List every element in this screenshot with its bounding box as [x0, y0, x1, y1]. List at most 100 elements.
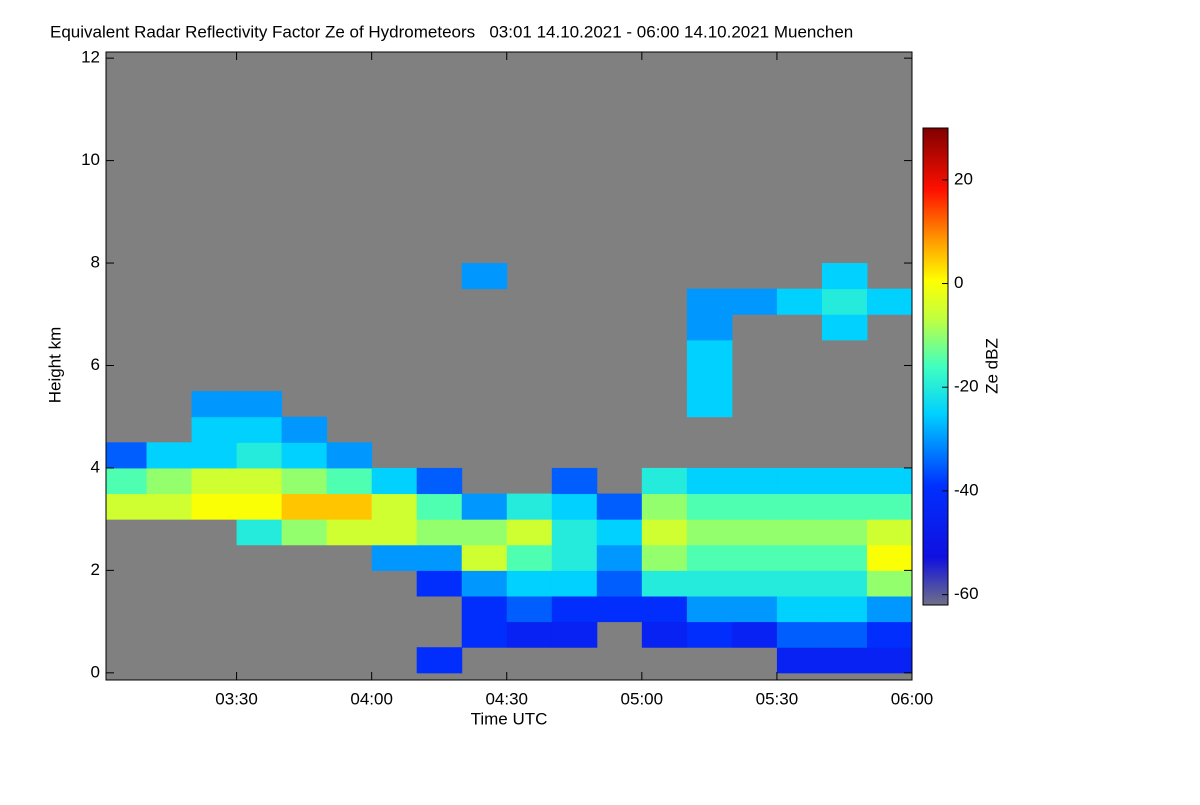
heat-cell	[461, 519, 508, 546]
heat-cell	[731, 493, 778, 520]
x-axis-label: Time UTC	[471, 709, 548, 728]
heat-cell	[821, 647, 868, 674]
colorbar-tick-label: -20	[954, 377, 979, 396]
heat-cell	[821, 314, 868, 341]
heat-cell	[146, 442, 193, 469]
heat-cell	[641, 621, 688, 648]
y-tick-label: 6	[91, 355, 100, 374]
heat-cell	[596, 570, 643, 597]
heat-cell	[866, 544, 913, 571]
heat-cell	[686, 595, 733, 623]
heat-cell	[506, 519, 553, 546]
heat-cell	[326, 442, 373, 469]
y-tick-label: 12	[81, 48, 100, 67]
y-tick-label: 10	[81, 150, 100, 169]
heat-cell	[776, 544, 823, 571]
heat-cell	[686, 570, 733, 597]
heat-cell	[776, 288, 823, 315]
y-axis-label: Height km	[45, 327, 64, 404]
heat-cell	[731, 288, 778, 315]
heat-cell	[371, 544, 418, 571]
y-tick-label: 2	[91, 560, 100, 579]
heat-cell	[821, 570, 868, 597]
heat-cell	[731, 595, 778, 623]
heat-cell	[686, 467, 733, 495]
heat-cell	[506, 570, 553, 597]
heat-cell	[461, 263, 508, 290]
heat-cell	[416, 467, 463, 495]
x-tick-label: 03:30	[215, 689, 258, 708]
heat-cell	[821, 519, 868, 546]
heat-cell	[106, 442, 148, 469]
heat-cell	[776, 621, 823, 648]
heat-cell	[461, 570, 508, 597]
heat-cell	[461, 595, 508, 623]
heat-cell	[866, 493, 913, 520]
heat-cell	[641, 493, 688, 520]
heat-cell	[326, 519, 373, 546]
heat-cell	[106, 467, 148, 495]
heat-cell	[686, 365, 733, 392]
heat-cell	[866, 570, 913, 597]
x-tick-label: 04:30	[485, 689, 528, 708]
heat-cell	[506, 621, 553, 648]
heat-cell	[191, 467, 238, 495]
heat-cell	[866, 595, 913, 623]
colorbar-tick-label: 0	[954, 273, 963, 292]
heat-cell	[686, 288, 733, 315]
heat-cell	[776, 493, 823, 520]
heat-cell	[686, 493, 733, 520]
heat-cell	[371, 519, 418, 546]
heat-cell	[821, 467, 868, 495]
heat-cell	[191, 391, 238, 418]
heat-cell	[596, 544, 643, 571]
heat-cell	[641, 595, 688, 623]
heat-cell	[326, 493, 373, 520]
y-tick-label: 4	[91, 457, 100, 476]
colorbar-tick-label: -60	[954, 584, 979, 603]
heat-cell	[866, 647, 913, 674]
heat-cell	[236, 493, 283, 520]
heat-cell	[866, 467, 913, 495]
x-tick-label: 04:00	[350, 689, 393, 708]
heat-cell	[686, 391, 733, 418]
heat-cell	[731, 544, 778, 571]
heat-cell	[776, 570, 823, 597]
heat-cell	[551, 544, 598, 571]
heat-cell	[821, 544, 868, 571]
heat-cell	[326, 467, 373, 495]
heat-cell	[236, 442, 283, 469]
y-tick-label: 8	[91, 253, 100, 272]
heat-cell	[821, 595, 868, 623]
heat-cell	[281, 493, 328, 520]
heat-cell	[236, 391, 283, 418]
heat-cell	[236, 416, 283, 443]
heat-cell	[641, 467, 688, 495]
heat-cell	[596, 595, 643, 623]
heat-cell	[146, 493, 193, 520]
heat-cell	[461, 544, 508, 571]
heat-cell	[641, 570, 688, 597]
x-tick-label: 06:00	[891, 689, 934, 708]
heat-cell	[416, 519, 463, 546]
heat-cell	[506, 595, 553, 623]
heat-cell	[866, 621, 913, 648]
heat-cell	[461, 621, 508, 648]
heat-cell	[281, 519, 328, 546]
heat-cell	[776, 467, 823, 495]
heat-cell	[686, 314, 733, 341]
heat-cell	[776, 647, 823, 674]
chart-title: Equivalent Radar Reflectivity Factor Ze …	[50, 22, 853, 41]
heat-cell	[191, 442, 238, 469]
heat-cell	[551, 621, 598, 648]
x-tick-label: 05:00	[621, 689, 664, 708]
heat-cell	[641, 544, 688, 571]
heat-cell	[821, 621, 868, 648]
colorbar-label: Ze dBZ	[982, 338, 1001, 394]
colorbar-tick-label: 20	[954, 169, 973, 188]
heat-cell	[821, 493, 868, 520]
heat-cell	[776, 519, 823, 546]
heat-cell	[731, 621, 778, 648]
heat-cell	[866, 519, 913, 546]
heat-cell	[731, 467, 778, 495]
